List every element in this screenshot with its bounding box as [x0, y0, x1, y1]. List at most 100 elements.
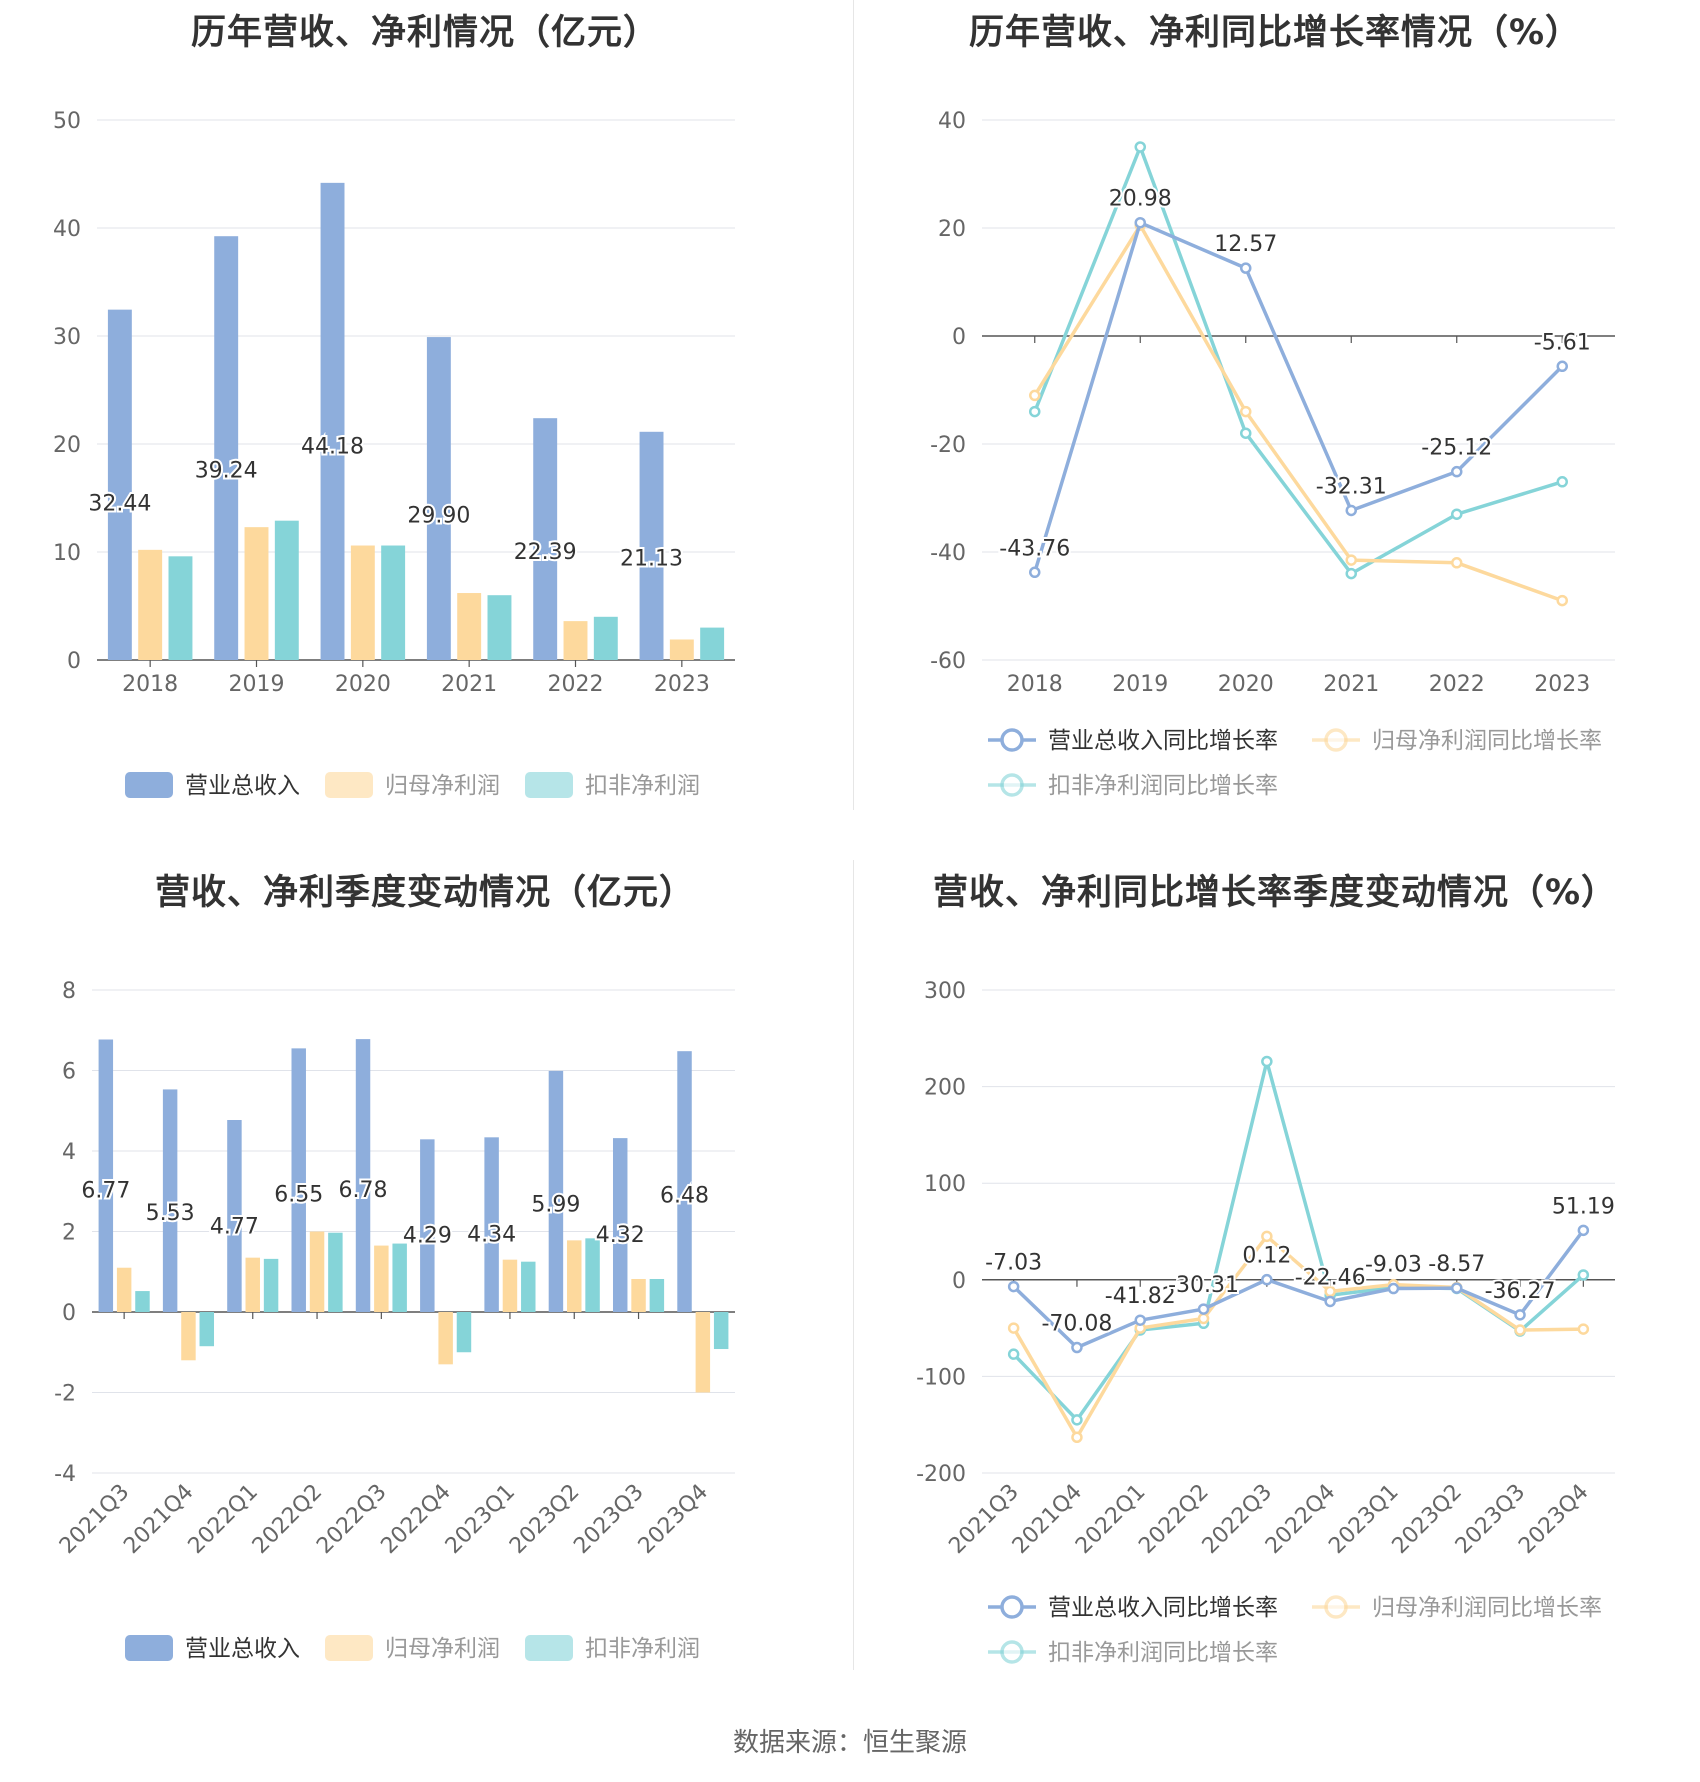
y-tick-label: 10: [53, 541, 81, 566]
data-label: 29.90: [407, 504, 470, 529]
y-tick-label: 8: [62, 979, 76, 1004]
x-tick-label: 2021Q4: [1008, 1480, 1087, 1559]
y-tick-label: 0: [952, 325, 966, 350]
chart-canvas: -60 -40 -20 0 20 40 2018 2019 2020 2021 2022 2023 -4…: [930, 109, 1615, 799]
bar: [116, 1267, 132, 1312]
bar: [438, 1312, 453, 1365]
bar: [484, 1137, 499, 1312]
legend-label: 扣非净利润同比增长率: [1048, 773, 1278, 799]
data-point: [1345, 554, 1357, 566]
data-label: -41.82: [1105, 1284, 1176, 1309]
chart-title: 营收、净利同比增长率季度变动情况（%）: [932, 873, 1618, 913]
x-tick-label: 2021: [1323, 672, 1379, 697]
data-point: [1514, 1309, 1526, 1321]
series-line: [1033, 220, 1564, 573]
legend-label: 归母净利润: [385, 773, 500, 799]
y-tick-label: -40: [930, 541, 966, 566]
x-tick-label: 2020: [1218, 672, 1274, 697]
bar: [227, 1120, 242, 1312]
bar: [426, 337, 451, 660]
data-point: [1345, 567, 1357, 580]
bar: [502, 1259, 518, 1312]
y-tick-label: 40: [938, 109, 966, 134]
x-tick-label: 2023: [1534, 672, 1590, 697]
legend-label: 营业总收入: [185, 1636, 300, 1662]
x-tick-label: 2019: [1112, 672, 1168, 697]
bar: [244, 527, 269, 660]
data-source: 数据来源：恒生聚源: [0, 1722, 1700, 1759]
legend-marker: [1000, 728, 1024, 752]
y-tick-label: 200: [924, 1076, 966, 1101]
bar: [585, 1238, 600, 1312]
data-label: -7.03: [985, 1251, 1042, 1276]
y-tick-label: 2: [62, 1221, 76, 1246]
y-tick-label: 50: [53, 109, 81, 134]
chart-title: 营收、净利季度变动情况（亿元）: [154, 873, 695, 913]
data-point: [1261, 1230, 1273, 1243]
x-tick-label: 2022Q4: [376, 1480, 455, 1559]
data-label: -8.57: [1428, 1252, 1485, 1277]
legend-swatch: [525, 1635, 573, 1661]
chart-canvas: -4-2024682021Q32021Q42022Q12022Q22022Q32…: [54, 979, 735, 1662]
data-point: [1134, 141, 1146, 153]
series-line: [1012, 1229, 1585, 1350]
bar: [350, 545, 375, 660]
legend-swatch: [125, 1635, 173, 1661]
x-tick-label: 2022Q4: [1261, 1480, 1340, 1559]
data-label: -70.08: [1041, 1311, 1112, 1336]
x-tick-label: 2022Q2: [1134, 1480, 1213, 1559]
chart-title: 历年营收、净利情况（亿元）: [190, 13, 659, 53]
series-line: [1012, 1061, 1585, 1423]
x-tick-label: 2021Q3: [55, 1480, 134, 1559]
data-point: [1514, 1324, 1526, 1336]
bar: [162, 1089, 178, 1312]
data-label: -5.61: [1534, 330, 1591, 355]
data-point: [1134, 216, 1146, 229]
data-label: -9.03: [1365, 1253, 1422, 1278]
data-point: [1451, 1282, 1463, 1294]
bar: [392, 1243, 407, 1312]
x-tick-label: 2023Q2: [505, 1480, 584, 1559]
y-tick-label: -100: [916, 1365, 966, 1390]
x-tick-label: 2023Q2: [1388, 1480, 1467, 1559]
x-tick-label: 2018: [1007, 672, 1063, 697]
legend-label: 营业总收入同比增长率: [1048, 728, 1278, 754]
bar: [567, 1240, 582, 1312]
bar: [214, 236, 239, 660]
y-tick-label: 0: [952, 1269, 966, 1294]
data-label: -43.76: [999, 536, 1070, 561]
x-tick-label: 2018: [122, 672, 178, 697]
bar: [309, 1231, 325, 1312]
legend-swatch: [525, 772, 573, 798]
data-label: 6.55: [274, 1182, 323, 1207]
x-tick-label: 2022: [1429, 672, 1485, 697]
bar: [593, 616, 618, 660]
x-tick-label: 2023Q3: [1451, 1480, 1530, 1559]
data-point: [1007, 1280, 1020, 1293]
legend-label: 扣非净利润同比增长率: [1048, 1640, 1278, 1666]
x-tick-label: 2021: [441, 672, 497, 697]
bar: [381, 545, 406, 660]
y-tick-label: -200: [916, 1462, 966, 1487]
x-tick-label: 2023Q1: [1324, 1480, 1403, 1559]
data-label: 20.98: [1109, 187, 1172, 212]
data-label: 12.57: [1214, 232, 1277, 257]
bar: [456, 1312, 472, 1353]
data-label: 4.77: [210, 1215, 259, 1240]
data-source-name: 恒生聚源: [863, 1728, 968, 1758]
data-point: [1451, 508, 1463, 520]
x-tick-label: 2019: [229, 672, 285, 697]
bar: [320, 182, 345, 660]
y-tick-label: -20: [930, 433, 966, 458]
data-point: [1577, 1269, 1590, 1281]
data-label: 4.32: [596, 1223, 645, 1248]
data-label: 32.44: [88, 491, 151, 516]
data-label: 5.53: [146, 1201, 195, 1226]
x-tick-label: 2021Q4: [119, 1480, 198, 1559]
x-tick-label: 2023Q3: [569, 1480, 648, 1559]
data-point: [1071, 1341, 1083, 1354]
chart-quarter-growth: 营收、净利同比增长率季度变动情况（%） -200 -100 0 100 200 300 20…: [850, 860, 1700, 1720]
data-point: [1324, 1295, 1336, 1308]
bar: [181, 1312, 196, 1361]
bar: [420, 1139, 435, 1312]
